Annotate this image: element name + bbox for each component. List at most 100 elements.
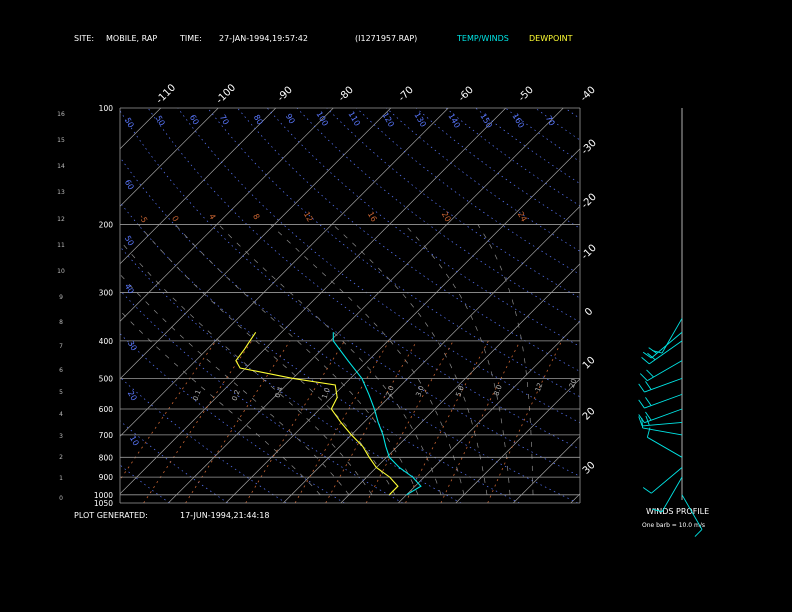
pressure-label: 300	[99, 289, 114, 298]
mixing-ratio-label: 5.0	[454, 385, 465, 398]
pressure-label: 1000	[94, 491, 113, 500]
isotherm-label-right: -30	[580, 138, 599, 157]
dry-adiabat-label: 50	[123, 116, 136, 129]
height-km-label: 6	[59, 367, 63, 374]
pressure-label: 600	[99, 405, 114, 414]
time-value: 27-JAN-1994,19:57:42	[219, 34, 308, 43]
mixing-ratio-label: 2.0	[384, 385, 395, 398]
moist-adiabat-line	[404, 224, 511, 495]
wind-staff	[644, 408, 683, 424]
dry-adiabat-label: 120	[380, 111, 395, 129]
wind-staff	[648, 340, 683, 365]
moist-adiabat-label: 0	[170, 214, 180, 223]
pressure-label: 100	[99, 104, 114, 113]
file-name: (I1271957.RAP)	[355, 34, 418, 43]
wind-staff	[661, 318, 683, 354]
wind-barb	[642, 487, 652, 494]
moist-adiabat-label: 16	[366, 210, 379, 223]
mixing-ratio-line	[185, 340, 291, 503]
mixing-ratio-line	[487, 340, 563, 503]
dry-adiabat-label: 50	[123, 234, 136, 247]
moist-adiabat-label: 12	[302, 210, 315, 223]
isotherm-label-right: 30	[581, 460, 598, 477]
moist-adiabat-label: -5	[137, 213, 149, 224]
height-km-label: 9	[59, 294, 63, 301]
isotherm-label-top: -90	[276, 85, 295, 104]
moist-adiabat-line	[477, 224, 534, 495]
site-value: MOBILE, RAP	[106, 34, 158, 43]
dry-adiabat-line	[445, 108, 580, 207]
height-km-label: 16	[57, 111, 65, 118]
height-km-label: 8	[59, 319, 63, 326]
wind-barb	[647, 352, 656, 361]
isotherm-label-right: 10	[581, 355, 598, 372]
mixing-ratio-label: 8.0	[492, 384, 503, 397]
wind-barb	[694, 529, 703, 537]
dry-adiabat-label: 70	[218, 113, 231, 126]
plot-generated-value: 17-JUN-1994,21:44:18	[180, 511, 270, 520]
dry-adiabat-line	[625, 108, 792, 503]
isotherm-line	[398, 320, 580, 503]
dry-adiabat-label: 140	[446, 112, 461, 130]
pressure-label: 900	[99, 473, 114, 482]
isotherm-line	[168, 108, 564, 503]
moist-adiabat-label: 24	[516, 210, 529, 223]
legend-dewpoint: DEWPOINT	[529, 34, 573, 43]
time-label: TIME:	[180, 34, 202, 43]
dry-adiabat-label: 40	[123, 282, 136, 295]
mixing-ratio-label: 1.0	[320, 387, 331, 400]
wind-barb	[639, 373, 648, 381]
sounding-profiles	[235, 331, 422, 496]
mixing-ratio-line	[143, 340, 253, 503]
wind-staff	[642, 421, 683, 427]
isotherm-label-top: -50	[517, 85, 536, 104]
dry-adiabat-line	[237, 108, 580, 372]
dry-adiabat-label: 60	[123, 178, 136, 191]
dry-adiabat-label: 10	[128, 434, 141, 447]
height-km-label: 4	[59, 411, 63, 418]
isotherm-line	[225, 148, 580, 503]
isotherm-label-top: -110	[154, 82, 178, 106]
mixing-ratio-label: 0.2	[230, 389, 241, 402]
moist-adiabat-line	[174, 224, 419, 495]
pressure-label: 400	[99, 337, 114, 346]
isotherm-line	[455, 378, 580, 503]
isotherm-line	[0, 108, 103, 503]
dry-adiabat-label: 20	[126, 389, 139, 402]
isotherm-label-right: 20	[581, 406, 598, 423]
site-label: SITE:	[74, 34, 95, 43]
dry-adiabat-line	[564, 108, 580, 120]
mixing-ratio-label: 0.1	[191, 389, 202, 402]
height-km-label: 2	[59, 454, 63, 461]
moist-adiabat-label: 4	[207, 212, 217, 221]
wind-barb	[638, 414, 645, 423]
dry-adiabat-line	[120, 201, 520, 503]
wind-barb	[645, 411, 652, 421]
dry-adiabat-line	[120, 333, 345, 503]
height-km-label: 15	[57, 137, 65, 144]
isotherm-line	[120, 108, 277, 265]
dry-adiabat-label: 90	[284, 112, 297, 125]
pressure-label: 500	[99, 374, 114, 383]
dry-adiabat-line	[654, 108, 792, 503]
temperature-profile-line	[332, 332, 422, 496]
isotherm-line	[0, 108, 46, 503]
dry-adiabat-line	[266, 108, 580, 347]
isotherm-label-top: -70	[397, 85, 416, 104]
moist-adiabat-label: 20	[440, 210, 453, 223]
wind-barb	[641, 357, 650, 365]
dry-adiabat-label: 160	[510, 112, 525, 130]
moist-adiabat-line	[138, 224, 396, 495]
wind-barb	[638, 416, 643, 427]
wind-barb	[638, 383, 645, 393]
pressure-label: 200	[99, 220, 114, 229]
dry-adiabat-line	[120, 110, 580, 477]
mixing-ratio-label: 0.4	[273, 385, 285, 399]
dry-adiabat-line	[120, 246, 462, 503]
moist-adiabat-label: 8	[251, 212, 261, 221]
plot-generated-label: PLOT GENERATED:	[74, 511, 148, 520]
dry-adiabat-line	[475, 108, 580, 185]
height-km-label: 11	[57, 242, 65, 249]
height-km-label: 14	[57, 163, 65, 170]
wind-staff	[647, 360, 683, 382]
